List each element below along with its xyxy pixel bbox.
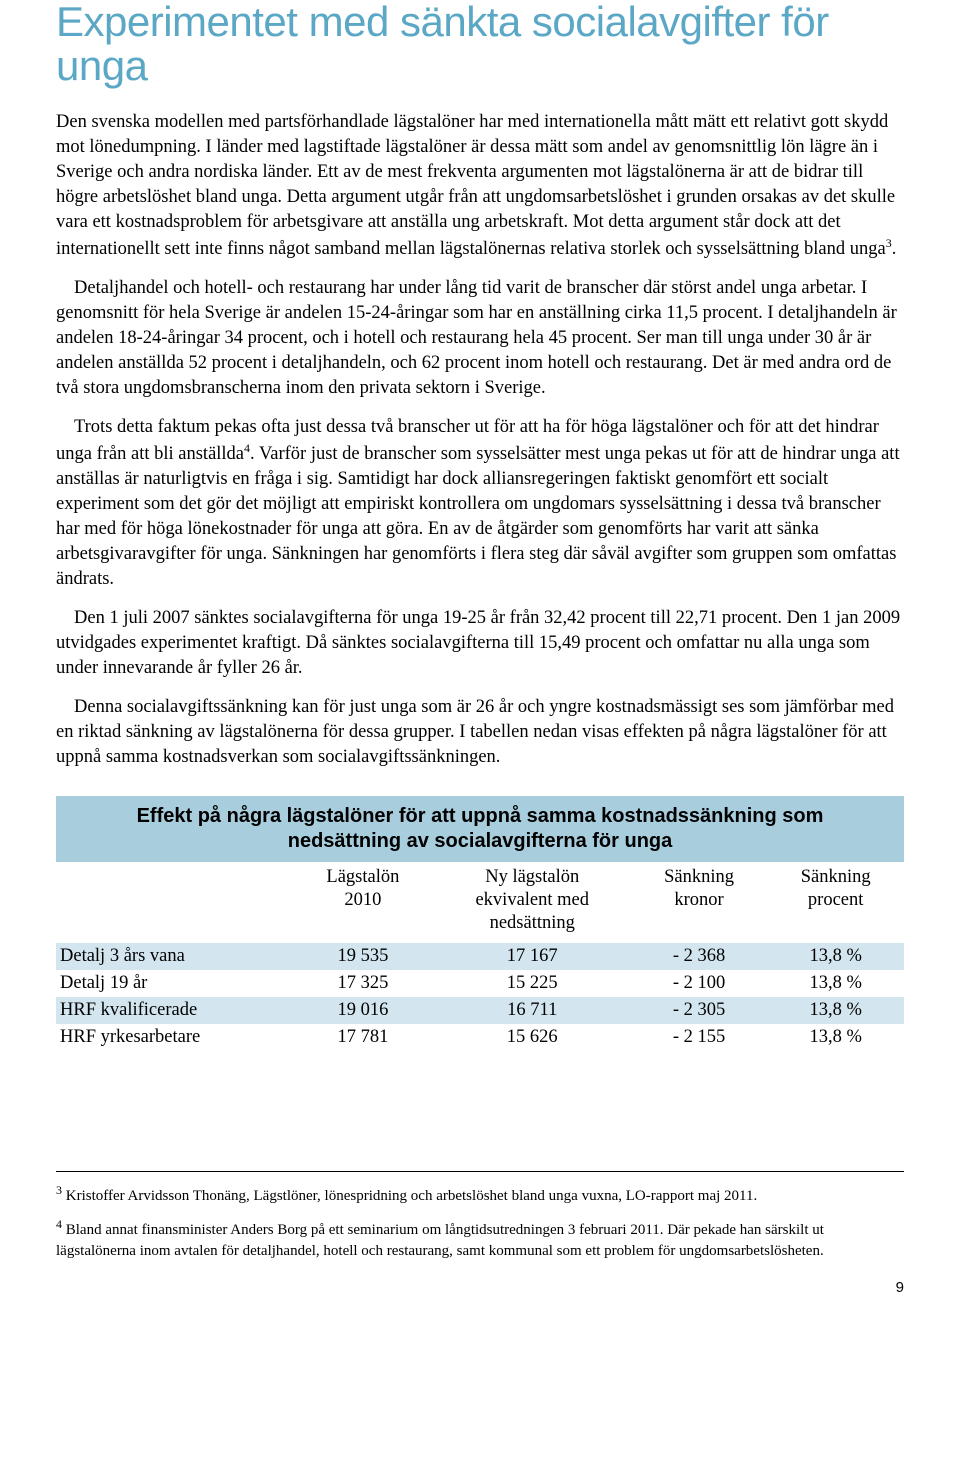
table-header-row: Lägstalön 2010 Ny lägstalön ekvivalent m…: [56, 862, 904, 943]
col-header-ny: Ny lägstalön ekvivalent med nedsättning: [434, 862, 631, 943]
col-header-lagstalon-l1: Lägstalön: [326, 867, 399, 887]
paragraph-4: Den 1 juli 2007 sänktes socialavgifterna…: [56, 606, 904, 681]
footnote-4-text: Bland annat finansminister Anders Borg p…: [56, 1222, 824, 1258]
row-lagstalon: 17 325: [292, 970, 434, 997]
row-label: HRF kvalificerade: [56, 997, 292, 1024]
table-row: HRF kvalificerade 19 016 16 711 - 2 305 …: [56, 997, 904, 1024]
paragraph-4-text: Den 1 juli 2007 sänktes socialavgifterna…: [56, 608, 900, 678]
row-lagstalon: 17 781: [292, 1024, 434, 1051]
col-header-lagstalon-l2: 2010: [344, 890, 381, 910]
row-ny: 15 225: [434, 970, 631, 997]
row-label: Detalj 19 år: [56, 970, 292, 997]
paragraph-3-text-b: . Varför just de branscher som sysselsät…: [56, 444, 900, 589]
footnote-3: 3 Kristoffer Arvidsson Thonäng, Lägstlön…: [56, 1182, 904, 1206]
page-number: 9: [56, 1279, 904, 1296]
wage-table: Effekt på några lägstalöner för att uppn…: [56, 796, 904, 1051]
row-ny: 16 711: [434, 997, 631, 1024]
row-label: HRF yrkesarbetare: [56, 1024, 292, 1051]
table-title-row: Effekt på några lägstalöner för att uppn…: [56, 796, 904, 862]
paragraph-5: Denna socialavgiftssänkning kan för just…: [56, 695, 904, 770]
row-pct: 13,8 %: [767, 1024, 904, 1051]
table-title: Effekt på några lägstalöner för att uppn…: [56, 796, 904, 862]
col-header-ny-l3: nedsättning: [490, 913, 575, 933]
col-header-pct: Sänkning procent: [767, 862, 904, 943]
table-row: Detalj 3 års vana 19 535 17 167 - 2 368 …: [56, 943, 904, 970]
row-lagstalon: 19 535: [292, 943, 434, 970]
row-kr: - 2 155: [631, 1024, 768, 1051]
row-kr: - 2 100: [631, 970, 768, 997]
col-header-lagstalon: Lägstalön 2010: [292, 862, 434, 943]
col-header-ny-l2: ekvivalent med: [475, 890, 589, 910]
paragraph-1-tail: .: [892, 239, 897, 259]
row-kr: - 2 368: [631, 943, 768, 970]
paragraph-3: Trots detta faktum pekas ofta just dessa…: [56, 415, 904, 592]
row-lagstalon: 19 016: [292, 997, 434, 1024]
col-header-kr-l2: kronor: [674, 890, 723, 910]
row-pct: 13,8 %: [767, 970, 904, 997]
footnote-3-text: Kristoffer Arvidsson Thonäng, Lägstlöner…: [62, 1188, 757, 1204]
col-header-kr: Sänkning kronor: [631, 862, 768, 943]
row-pct: 13,8 %: [767, 943, 904, 970]
col-header-kr-l1: Sänkning: [664, 867, 734, 887]
footnotes: 3 Kristoffer Arvidsson Thonäng, Lägstlön…: [56, 1171, 904, 1261]
footnote-4: 4 Bland annat finansminister Anders Borg…: [56, 1216, 904, 1261]
row-pct: 13,8 %: [767, 997, 904, 1024]
row-label: Detalj 3 års vana: [56, 943, 292, 970]
table-row: HRF yrkesarbetare 17 781 15 626 - 2 155 …: [56, 1024, 904, 1051]
paragraph-2-text: Detaljhandel och hotell- och restaurang …: [56, 278, 897, 398]
col-header-ny-l1: Ny lägstalön: [485, 867, 579, 887]
row-ny: 17 167: [434, 943, 631, 970]
page-heading: Experimentet med sänkta socialavgifter f…: [56, 0, 904, 88]
row-ny: 15 626: [434, 1024, 631, 1051]
paragraph-5-text: Denna socialavgiftssänkning kan för just…: [56, 697, 894, 767]
col-header-pct-l1: Sänkning: [801, 867, 871, 887]
paragraph-1-text: Den svenska modellen med partsförhandlad…: [56, 112, 895, 259]
col-header-pct-l2: procent: [808, 890, 863, 910]
row-kr: - 2 305: [631, 997, 768, 1024]
col-header-empty: [56, 862, 292, 943]
paragraph-2: Detaljhandel och hotell- och restaurang …: [56, 276, 904, 401]
paragraph-1: Den svenska modellen med partsförhandlad…: [56, 110, 904, 262]
table-row: Detalj 19 år 17 325 15 225 - 2 100 13,8 …: [56, 970, 904, 997]
